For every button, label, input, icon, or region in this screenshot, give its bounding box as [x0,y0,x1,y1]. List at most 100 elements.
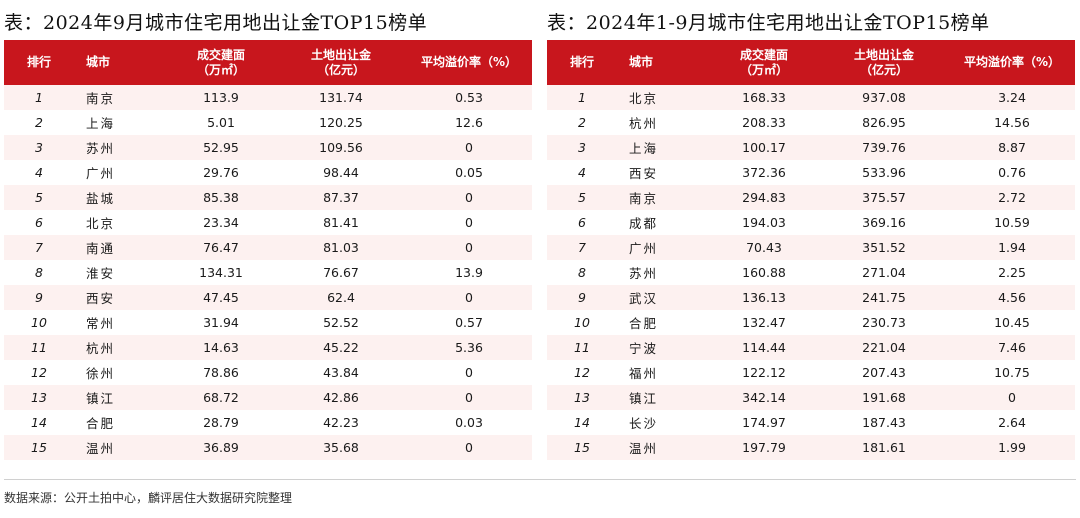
header-city: 城市 [74,40,166,85]
premium-cell: 2.64 [949,410,1075,435]
premium-cell: 0.57 [406,310,532,335]
rank-cell: 10 [4,310,74,335]
table-row: 12 徐州 78.86 43.84 0 [4,360,532,385]
right-table-header-row: 排行 城市 成交建面 （万㎡） 土地出让金 （亿元） 平均溢价率（%） [547,40,1075,85]
area-cell: 342.14 [709,385,819,410]
city-cell: 温州 [617,435,709,460]
city-cell: 徐州 [74,360,166,385]
left-table: 排行 城市 成交建面 （万㎡） 土地出让金 （亿元） 平均溢价率（%） 1 南京 113… [4,40,532,460]
city-cell: 杭州 [74,335,166,360]
fee-cell: 181.61 [819,435,949,460]
city-cell: 西安 [617,160,709,185]
rank-cell: 14 [4,410,74,435]
rank-cell: 9 [547,285,617,310]
right-table-body: 1 北京 168.33 937.08 3.24 2 杭州 208.33 826.95 14.56 3… [547,85,1075,460]
table-row: 8 淮安 134.31 76.67 13.9 [4,260,532,285]
header-fee: 土地出让金 （亿元） [276,40,406,85]
left-table-title: 表：2024年9月城市住宅用地出让金TOP15榜单 [4,12,428,34]
premium-cell: 5.36 [406,335,532,360]
rank-cell: 9 [4,285,74,310]
table-row: 12 福州 122.12 207.43 10.75 [547,360,1075,385]
fee-cell: 81.03 [276,235,406,260]
area-cell: 5.01 [166,110,276,135]
left-table-body: 1 南京 113.9 131.74 0.53 2 上海 5.01 120.25 12.6 3 苏州 52… [4,85,532,460]
premium-cell: 1.94 [949,235,1075,260]
rank-cell: 1 [4,85,74,110]
table-row: 1 北京 168.33 937.08 3.24 [547,85,1075,110]
header-premium: 平均溢价率（%） [949,40,1075,85]
area-cell: 208.33 [709,110,819,135]
area-cell: 52.95 [166,135,276,160]
area-cell: 113.9 [166,85,276,110]
area-cell: 134.31 [166,260,276,285]
city-cell: 镇江 [74,385,166,410]
table-row: 3 上海 100.17 739.76 8.87 [547,135,1075,160]
premium-cell: 2.72 [949,185,1075,210]
table-row: 6 北京 23.34 81.41 0 [4,210,532,235]
area-cell: 29.76 [166,160,276,185]
premium-cell: 10.59 [949,210,1075,235]
rank-cell: 11 [4,335,74,360]
fee-cell: 45.22 [276,335,406,360]
premium-cell: 1.99 [949,435,1075,460]
rank-cell: 12 [4,360,74,385]
table-row: 7 南通 76.47 81.03 0 [4,235,532,260]
fee-cell: 76.67 [276,260,406,285]
table-row: 3 苏州 52.95 109.56 0 [4,135,532,160]
rank-cell: 13 [4,385,74,410]
premium-cell: 12.6 [406,110,532,135]
city-cell: 广州 [617,235,709,260]
premium-cell: 0.05 [406,160,532,185]
table-row: 15 温州 36.89 35.68 0 [4,435,532,460]
city-cell: 合肥 [74,410,166,435]
rank-cell: 6 [4,210,74,235]
area-cell: 372.36 [709,160,819,185]
premium-cell: 0.53 [406,85,532,110]
premium-cell: 10.45 [949,310,1075,335]
area-cell: 114.44 [709,335,819,360]
area-cell: 174.97 [709,410,819,435]
area-cell: 100.17 [709,135,819,160]
rank-cell: 7 [4,235,74,260]
rank-cell: 3 [547,135,617,160]
header-rank: 排行 [4,40,74,85]
table-row: 2 上海 5.01 120.25 12.6 [4,110,532,135]
city-cell: 武汉 [617,285,709,310]
premium-cell: 0 [406,210,532,235]
source-note: 数据来源：公开土拍中心，麟评居住大数据研究院整理 [4,491,293,505]
city-cell: 广州 [74,160,166,185]
table-row: 13 镇江 342.14 191.68 0 [547,385,1075,410]
premium-cell: 8.87 [949,135,1075,160]
city-cell: 苏州 [617,260,709,285]
area-cell: 136.13 [709,285,819,310]
area-cell: 14.63 [166,335,276,360]
table-row: 5 南京 294.83 375.57 2.72 [547,185,1075,210]
header-area: 成交建面 （万㎡） [166,40,276,85]
right-table: 排行 城市 成交建面 （万㎡） 土地出让金 （亿元） 平均溢价率（%） 1 北京 168… [547,40,1075,460]
area-cell: 76.47 [166,235,276,260]
rank-cell: 13 [547,385,617,410]
city-cell: 杭州 [617,110,709,135]
city-cell: 上海 [74,110,166,135]
area-cell: 122.12 [709,360,819,385]
rank-cell: 15 [4,435,74,460]
left-table-header-row: 排行 城市 成交建面 （万㎡） 土地出让金 （亿元） 平均溢价率（%） [4,40,532,85]
table-row: 6 成都 194.03 369.16 10.59 [547,210,1075,235]
city-cell: 成都 [617,210,709,235]
table-row: 5 盐城 85.38 87.37 0 [4,185,532,210]
header-premium: 平均溢价率（%） [406,40,532,85]
city-cell: 南通 [74,235,166,260]
table-row: 14 长沙 174.97 187.43 2.64 [547,410,1075,435]
table-row: 7 广州 70.43 351.52 1.94 [547,235,1075,260]
fee-cell: 187.43 [819,410,949,435]
header-city: 城市 [617,40,709,85]
city-cell: 盐城 [74,185,166,210]
city-cell: 南京 [617,185,709,210]
city-cell: 常州 [74,310,166,335]
rank-cell: 6 [547,210,617,235]
fee-cell: 937.08 [819,85,949,110]
city-cell: 北京 [74,210,166,235]
table-row: 1 南京 113.9 131.74 0.53 [4,85,532,110]
rank-cell: 11 [547,335,617,360]
city-cell: 镇江 [617,385,709,410]
